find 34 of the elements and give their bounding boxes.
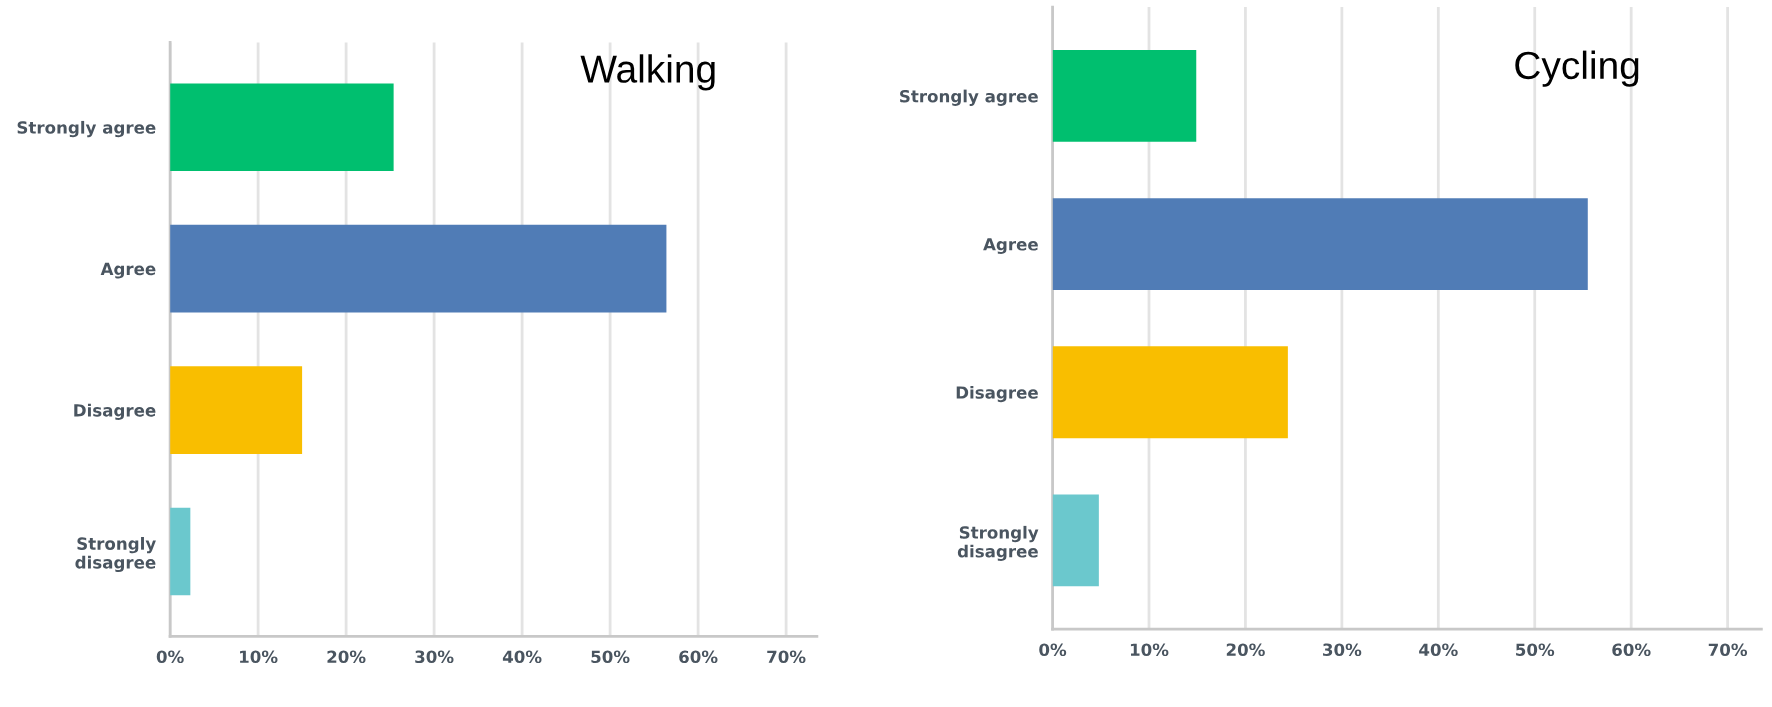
bar — [1052, 494, 1099, 587]
y-tick-label: Agree — [983, 238, 1038, 254]
x-tick-label: 50% — [1516, 643, 1555, 657]
x-tick-label: 30% — [1323, 643, 1362, 657]
x-tick-label: 10% — [1130, 643, 1169, 657]
x-tick-label: 40% — [1419, 643, 1458, 657]
y-tick-label: Agree — [100, 262, 156, 279]
x-tick-label: 0% — [156, 650, 184, 664]
x-tick-label: 20% — [1226, 643, 1265, 657]
y-tick-label: Strongly agree — [900, 89, 1038, 106]
x-tick-label: 60% — [679, 650, 718, 664]
x-tick-label: 60% — [1612, 643, 1651, 657]
bar — [170, 366, 303, 454]
x-tick-label: 50% — [591, 650, 630, 664]
x-tick-label: 10% — [240, 650, 278, 664]
y-tick-label: Disagree — [74, 403, 156, 420]
y-tick-label: Strongly agree — [17, 120, 156, 138]
y-tick-label: Strongly disagree — [957, 525, 1039, 561]
bar — [170, 507, 191, 596]
bar — [1052, 346, 1288, 439]
chart-title: Walking — [580, 54, 715, 91]
y-tick-label: Strongly disagree — [75, 537, 156, 573]
bar — [170, 224, 667, 313]
x-tick-label: 30% — [415, 650, 454, 664]
x-tick-label: 0% — [1039, 643, 1067, 657]
x-tick-label: 70% — [1708, 643, 1748, 657]
text: Cycling — [1515, 50, 1639, 87]
x-tick-label: 20% — [327, 650, 366, 664]
bar — [170, 83, 394, 172]
bar — [1052, 198, 1588, 290]
x-tick-label: 40% — [502, 650, 542, 664]
y-tick-label: Disagree — [956, 385, 1038, 403]
x-tick-label: 70% — [767, 650, 806, 664]
bar — [1052, 50, 1197, 142]
